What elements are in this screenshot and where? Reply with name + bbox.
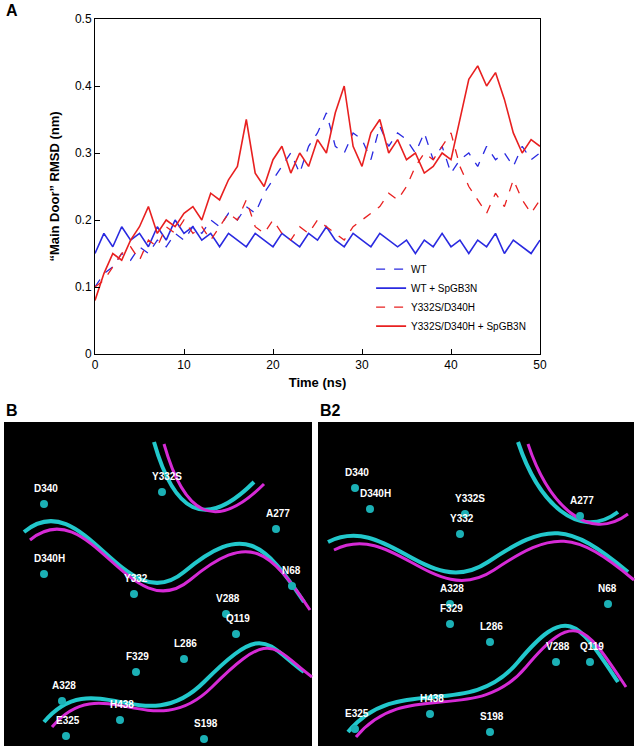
svg-text:0.2: 0.2 [75,213,92,227]
svg-text:Q119: Q119 [580,641,604,652]
svg-text:H438: H438 [420,693,444,704]
svg-text:N68: N68 [598,583,617,594]
svg-text:D340: D340 [34,483,58,494]
svg-text:H438: H438 [110,699,134,710]
svg-text:L286: L286 [174,638,197,649]
svg-text:A328: A328 [52,680,76,691]
svg-text:A277: A277 [266,508,290,519]
svg-text:“Main Door” RMSD (nm): “Main Door” RMSD (nm) [47,111,62,261]
svg-text:Y332S/D340H + SpGB3N: Y332S/D340H + SpGB3N [411,321,526,332]
svg-text:E325: E325 [345,708,369,719]
svg-text:WT: WT [411,264,427,275]
svg-text:20: 20 [266,358,280,372]
svg-text:Time (ns): Time (ns) [289,375,347,390]
svg-text:Y332: Y332 [450,513,474,524]
svg-text:V288: V288 [216,593,240,604]
svg-text:0: 0 [85,347,92,361]
svg-text:V288: V288 [546,641,570,652]
svg-text:Y332S/D340H: Y332S/D340H [411,302,475,313]
svg-text:S198: S198 [480,711,504,722]
svg-text:Y332S: Y332S [455,493,485,504]
svg-text:0.3: 0.3 [75,146,92,160]
svg-text:D340H: D340H [360,488,391,499]
svg-text:Q119: Q119 [226,613,250,624]
svg-text:0.4: 0.4 [75,79,92,93]
svg-text:N68: N68 [282,565,301,576]
svg-text:L286: L286 [480,621,503,632]
html-text:A: A [6,2,18,19]
svg-text:A277: A277 [570,495,594,506]
svg-text:B: B [6,402,18,419]
svg-text:30: 30 [355,358,369,372]
svg-text:50: 50 [533,358,547,372]
svg-text:F329: F329 [440,603,463,614]
svg-text:40: 40 [444,358,458,372]
svg-text:Y332: Y332 [124,573,148,584]
svg-text:D340: D340 [345,467,369,478]
svg-text:S198: S198 [194,718,218,729]
svg-text:Y332S: Y332S [152,471,182,482]
svg-text:B2: B2 [320,402,341,419]
svg-text:E325: E325 [56,715,80,726]
svg-text:0.1: 0.1 [75,280,92,294]
svg-text:0: 0 [92,358,99,372]
svg-text:F329: F329 [126,651,149,662]
svg-text:10: 10 [177,358,191,372]
svg-text:WT + SpGB3N: WT + SpGB3N [411,283,477,294]
svg-text:A328: A328 [440,583,464,594]
svg-text:0.5: 0.5 [75,12,92,26]
svg-text:D340H: D340H [34,553,65,564]
